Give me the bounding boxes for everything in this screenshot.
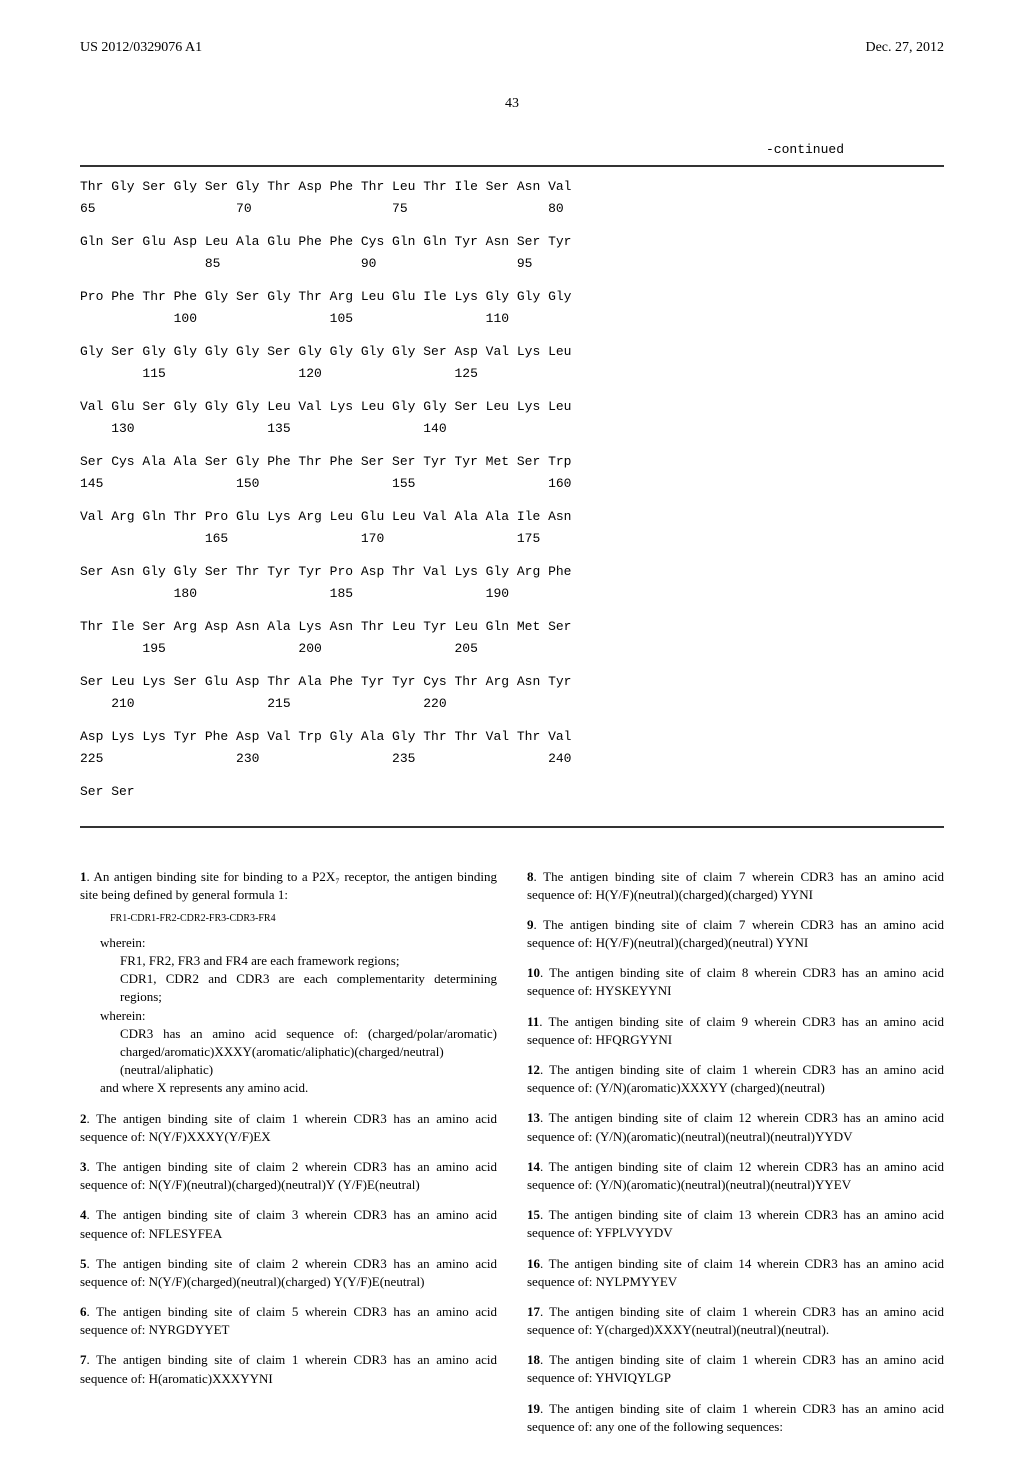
sequence-row: Ser Ser (80, 782, 944, 802)
claim-number: 13 (527, 1110, 540, 1125)
claim-subparagraph: CDR3 has an amino acid sequence of: (cha… (120, 1025, 497, 1080)
claim-number: 12 (527, 1062, 540, 1077)
claim-17: 17. The antigen binding site of claim 1 … (527, 1303, 944, 1339)
claims-section: 1. An antigen binding site for binding t… (80, 868, 944, 1437)
claim-3: 3. The antigen binding site of claim 2 w… (80, 1158, 497, 1194)
sequence-row: Gln Ser Glu Asp Leu Ala Glu Phe Phe Cys … (80, 232, 944, 252)
claim-number: 11 (527, 1014, 539, 1029)
sequence-numbers: 180 185 190 (80, 584, 944, 604)
sequence-numbers: 85 90 95 (80, 254, 944, 274)
sequence-numbers: 210 215 220 (80, 694, 944, 714)
sequence-row: Ser Cys Ala Ala Ser Gly Phe Thr Phe Ser … (80, 452, 944, 472)
claim-number: 8 (527, 869, 534, 884)
claim-4: 4. The antigen binding site of claim 3 w… (80, 1206, 497, 1242)
claim-number: 14 (527, 1159, 540, 1174)
publication-date: Dec. 27, 2012 (865, 40, 944, 56)
claim-6: 6. The antigen binding site of claim 5 w… (80, 1303, 497, 1339)
claim-subparagraph: wherein: (100, 934, 497, 952)
claim-number: 10 (527, 965, 540, 980)
sequence-numbers: 195 200 205 (80, 639, 944, 659)
claim-2: 2. The antigen binding site of claim 1 w… (80, 1110, 497, 1146)
sequence-row: Thr Ile Ser Arg Asp Asn Ala Lys Asn Thr … (80, 617, 944, 637)
claim-19: 19. The antigen binding site of claim 1 … (527, 1400, 944, 1436)
sequence-numbers: 100 105 110 (80, 309, 944, 329)
claim-number: 19 (527, 1401, 540, 1416)
claim-12: 12. The antigen binding site of claim 1 … (527, 1061, 944, 1097)
sequence-numbers: 165 170 175 (80, 529, 944, 549)
claim-14: 14. The antigen binding site of claim 12… (527, 1158, 944, 1194)
claim-subparagraph: wherein: (100, 1007, 497, 1025)
claim-16: 16. The antigen binding site of claim 14… (527, 1255, 944, 1291)
claim-number: 3 (80, 1159, 87, 1174)
claim-subparagraph: and where X represents any amino acid. (100, 1079, 497, 1097)
sequence-numbers: 130 135 140 (80, 419, 944, 439)
sequence-row: Ser Leu Lys Ser Glu Asp Thr Ala Phe Tyr … (80, 672, 944, 692)
continued-label: -continued (80, 142, 944, 157)
sequence-row: Thr Gly Ser Gly Ser Gly Thr Asp Phe Thr … (80, 177, 944, 197)
claim-15: 15. The antigen binding site of claim 13… (527, 1206, 944, 1242)
claim-7: 7. The antigen binding site of claim 1 w… (80, 1351, 497, 1387)
claim-number: 2 (80, 1111, 87, 1126)
sequence-row: Pro Phe Thr Phe Gly Ser Gly Thr Arg Leu … (80, 287, 944, 307)
claim-subparagraph: CDR1, CDR2 and CDR3 are each complementa… (120, 970, 497, 1006)
sequence-row: Asp Lys Lys Tyr Phe Asp Val Trp Gly Ala … (80, 727, 944, 747)
claim-number: 17 (527, 1304, 540, 1319)
sequence-numbers: 225 230 235 240 (80, 749, 944, 769)
claim-10: 10. The antigen binding site of claim 8 … (527, 964, 944, 1000)
sequence-numbers: 115 120 125 (80, 364, 944, 384)
sequence-row: Gly Ser Gly Gly Gly Gly Ser Gly Gly Gly … (80, 342, 944, 362)
sequence-numbers: 145 150 155 160 (80, 474, 944, 494)
claim-number: 4 (80, 1207, 87, 1222)
claim-number: 5 (80, 1256, 87, 1271)
claim-formula: FR1-CDR1-FR2-CDR2-FR3-CDR3-FR4 (110, 912, 497, 926)
claim-number: 16 (527, 1256, 540, 1271)
claim-subparagraph: FR1, FR2, FR3 and FR4 are each framework… (120, 952, 497, 970)
claim-13: 13. The antigen binding site of claim 12… (527, 1109, 944, 1145)
sequence-row: Ser Asn Gly Gly Ser Thr Tyr Tyr Pro Asp … (80, 562, 944, 582)
claim-number: 1 (80, 869, 87, 884)
claim-9: 9. The antigen binding site of claim 7 w… (527, 916, 944, 952)
sequence-numbers: 65 70 75 80 (80, 199, 944, 219)
claim-number: 15 (527, 1207, 540, 1222)
sequence-row: Val Arg Gln Thr Pro Glu Lys Arg Leu Glu … (80, 507, 944, 527)
sequence-row: Val Glu Ser Gly Gly Gly Leu Val Lys Leu … (80, 397, 944, 417)
claim-8: 8. The antigen binding site of claim 7 w… (527, 868, 944, 904)
claim-5: 5. The antigen binding site of claim 2 w… (80, 1255, 497, 1291)
claim-18: 18. The antigen binding site of claim 1 … (527, 1351, 944, 1387)
page-header: US 2012/0329076 A1 Dec. 27, 2012 (80, 40, 944, 56)
claim-11: 11. The antigen binding site of claim 9 … (527, 1013, 944, 1049)
page-number: 43 (80, 96, 944, 112)
claim-1: 1. An antigen binding site for binding t… (80, 868, 497, 1098)
sequence-listing: Thr Gly Ser Gly Ser Gly Thr Asp Phe Thr … (80, 165, 944, 828)
claim-number: 18 (527, 1352, 540, 1367)
patent-number: US 2012/0329076 A1 (80, 40, 202, 56)
claim-number: 6 (80, 1304, 87, 1319)
claim-number: 7 (80, 1352, 87, 1367)
claim-number: 9 (527, 917, 534, 932)
